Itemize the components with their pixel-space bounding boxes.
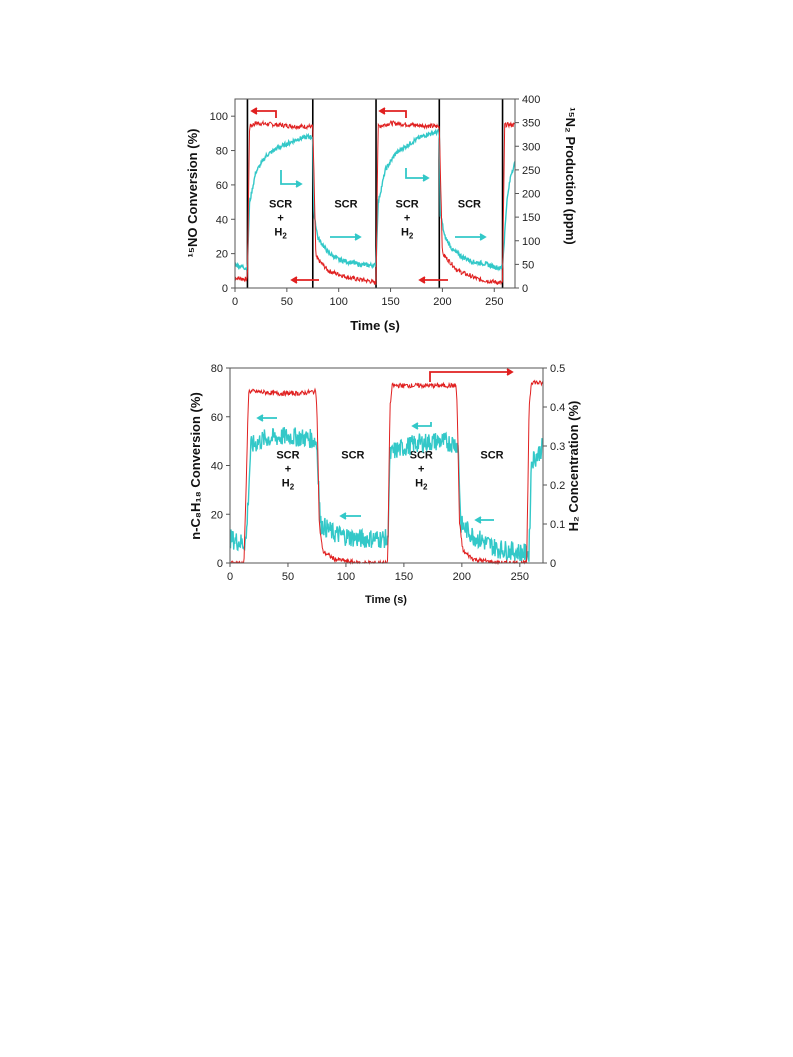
bottom-x-axis-label: Time (s) (365, 594, 407, 606)
x-tick-label: 250 (485, 296, 503, 308)
y-right-tick-label: 400 (522, 94, 540, 106)
y-left-tick-label: 40 (216, 214, 228, 226)
phase-label: SCR (396, 198, 419, 210)
bottom-plot-frame (229, 367, 544, 564)
y-right-tick-label: 150 (522, 212, 540, 224)
top-series-no-conversion (234, 119, 516, 286)
y-right-tick-label: 50 (522, 259, 534, 271)
y-left-tick-label: 80 (216, 146, 228, 158)
top-x-axis-label: Time (s) (350, 318, 400, 333)
phase-label: + (277, 212, 283, 224)
top-y-left-ticks: 0 20 40 60 80 100 (210, 111, 235, 295)
y-right-tick-label: 0.1 (550, 519, 565, 531)
x-tick-label: 0 (232, 296, 238, 308)
y-left-tick-label: 20 (216, 249, 228, 261)
y-right-tick-label: 250 (522, 165, 540, 177)
y-right-tick-label: 0 (522, 283, 528, 295)
y-right-tick-label: 0.2 (550, 480, 565, 492)
phase-label: H2 (415, 477, 428, 491)
x-tick-label: 100 (330, 296, 348, 308)
y-left-tick-label: 100 (210, 111, 228, 123)
x-tick-label: 200 (453, 571, 471, 583)
chart-top: SCR + H2 SCR SCR + H2 SCR 0 50 100 150 200 250 0 20 40… (185, 94, 578, 333)
top-arrows (250, 107, 487, 284)
phase-label: H2 (274, 226, 287, 240)
y-right-tick-label: 100 (522, 236, 540, 248)
phase-label: SCR (458, 198, 481, 210)
y-left-tick-label: 0 (217, 558, 223, 570)
top-y-right-ticks: 0 50 100 150 200 250 300 350 400 (515, 94, 540, 295)
y-left-tick-label: 60 (216, 180, 228, 192)
top-y-left-axis-label: ¹⁵NO Conversion (%) (185, 129, 200, 258)
phase-label: SCR (276, 449, 299, 461)
bottom-y-left-axis-label: n-C₈H₁₈ Conversion (%) (188, 392, 203, 540)
x-tick-label: 100 (337, 571, 355, 583)
y-left-tick-label: 40 (211, 461, 223, 473)
top-plot-frame (234, 98, 516, 289)
y-right-tick-label: 0.5 (550, 363, 565, 375)
y-left-tick-label: 80 (211, 363, 223, 375)
phase-label: + (285, 463, 291, 475)
top-y-right-axis-label: ¹⁵N₂ Production (ppm) (563, 107, 578, 245)
top-series-n2-production (234, 128, 516, 272)
phase-label: SCR (410, 449, 433, 461)
x-tick-label: 150 (381, 296, 399, 308)
top-x-ticks: 0 50 100 150 200 250 (232, 288, 503, 308)
chart-bottom: SCR + H2 SCR SCR + H2 SCR 0 50 100 150 200 250 0 20 40… (188, 363, 581, 606)
phase-label: H2 (401, 226, 414, 240)
x-tick-label: 250 (511, 571, 529, 583)
bottom-series-c8h18-conversion (229, 427, 544, 562)
phase-label: SCR (341, 449, 364, 461)
x-tick-label: 50 (281, 296, 293, 308)
phase-label: SCR (269, 198, 292, 210)
x-tick-label: 200 (433, 296, 451, 308)
y-left-tick-label: 60 (211, 412, 223, 424)
bottom-annotations: SCR + H2 SCR SCR + H2 SCR (276, 449, 503, 491)
y-right-tick-label: 0 (550, 558, 556, 570)
x-tick-label: 150 (395, 571, 413, 583)
phase-label: SCR (480, 449, 503, 461)
y-left-tick-label: 20 (211, 509, 223, 521)
bottom-y-right-ticks: 0 0.1 0.2 0.3 0.4 0.5 (543, 363, 565, 570)
phase-label: + (418, 463, 424, 475)
phase-label: H2 (282, 477, 295, 491)
bottom-y-left-ticks: 0 20 40 60 80 (211, 363, 230, 570)
top-annotations: SCR + H2 SCR SCR + H2 SCR (269, 198, 481, 240)
y-left-tick-label: 0 (222, 283, 228, 295)
y-right-tick-label: 200 (522, 189, 540, 201)
y-right-tick-label: 0.3 (550, 441, 565, 453)
bottom-arrows (256, 368, 514, 524)
phase-label: SCR (334, 198, 357, 210)
x-tick-label: 50 (282, 571, 294, 583)
y-right-tick-label: 300 (522, 141, 540, 153)
y-right-tick-label: 0.4 (550, 402, 565, 414)
bottom-y-right-axis-label: H₂ Concentration (%) (566, 401, 581, 532)
phase-label: + (404, 212, 410, 224)
bottom-x-ticks: 0 50 100 150 200 250 (227, 563, 529, 583)
bottom-series-h2-concentration (229, 379, 544, 565)
y-right-tick-label: 350 (522, 118, 540, 130)
x-tick-label: 0 (227, 571, 233, 583)
